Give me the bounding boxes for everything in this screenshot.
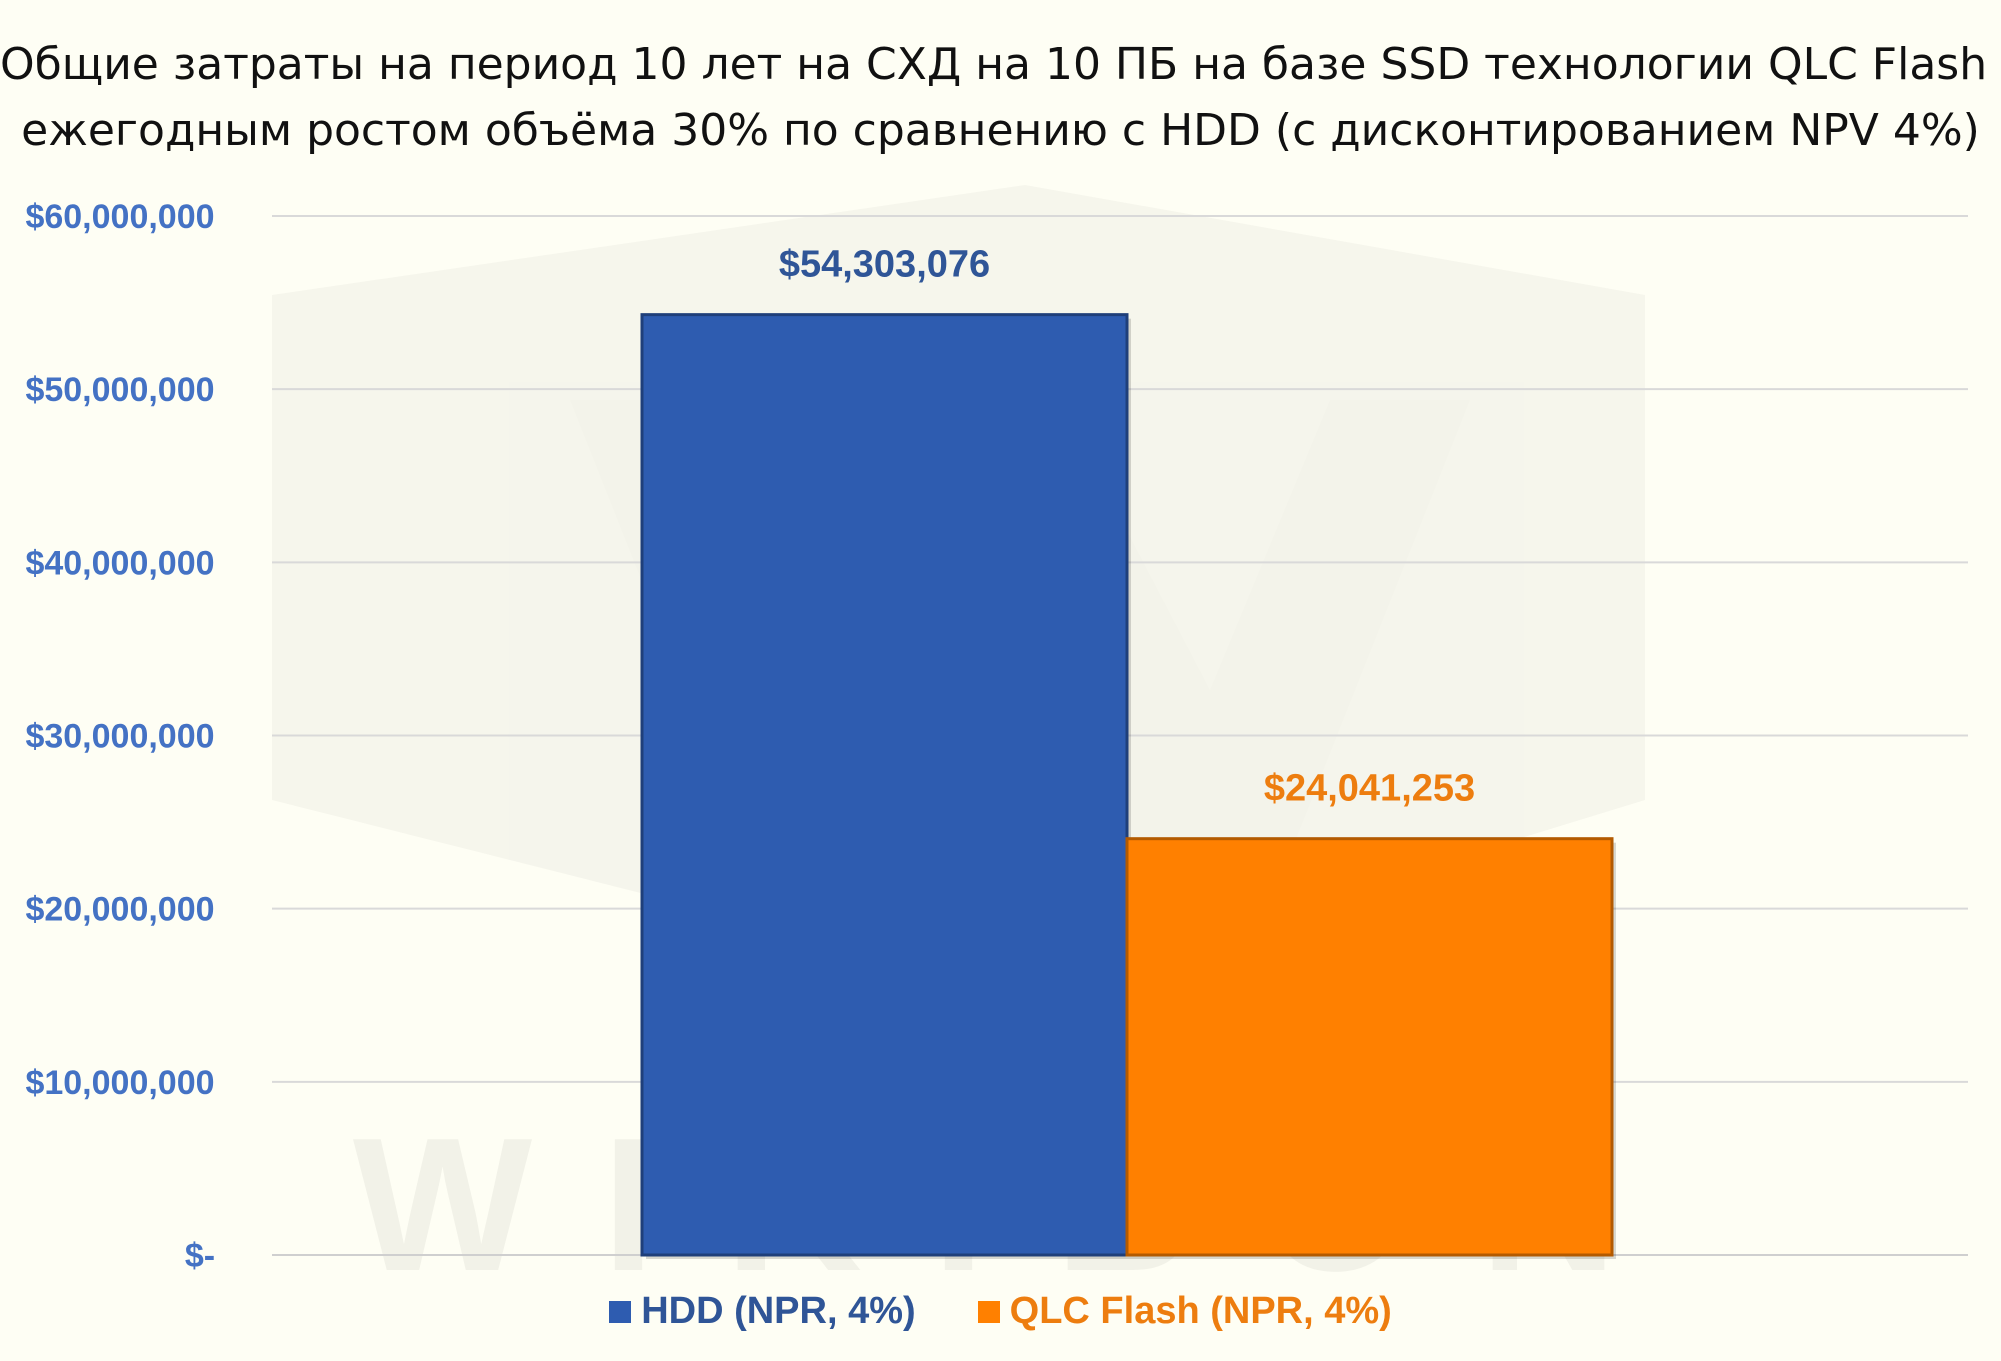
legend-swatch-hdd <box>609 1300 632 1323</box>
y-tick-label: $60,000,000 <box>25 198 214 236</box>
bar-qlc-flash <box>1125 837 1614 1257</box>
legend-item-hdd: HDD (NPR, 4%) <box>609 1290 916 1333</box>
legend-label-qlc-flash: QLC Flash (NPR, 4%) <box>1009 1290 1392 1332</box>
bars <box>640 313 1616 1259</box>
chart-title: Общие затраты на период 10 лет на СХД на… <box>0 32 2001 164</box>
y-tick-label: $20,000,000 <box>25 891 214 929</box>
y-tick-label: $10,000,000 <box>25 1064 214 1102</box>
legend-swatch-qlc-flash <box>977 1300 1000 1323</box>
y-tick-label: $- <box>185 1237 215 1275</box>
data-label-hdd: $54,303,076 <box>779 244 990 286</box>
chart-title-line-2: ежегодным ростом объёма 30% по сравнению… <box>21 105 1980 156</box>
legend: HDD (NPR, 4%) QLC Flash (NPR, 4%) <box>0 1290 2001 1333</box>
y-tick-label: $50,000,000 <box>25 371 214 409</box>
y-tick-label: $30,000,000 <box>25 718 214 756</box>
legend-item-qlc-flash: QLC Flash (NPR, 4%) <box>977 1290 1392 1333</box>
bar-hdd <box>640 313 1129 1257</box>
y-tick-label: $40,000,000 <box>25 544 214 582</box>
data-labels: $54,303,076 $24,041,253 <box>779 244 1475 810</box>
chart-title-line-1: Общие затраты на период 10 лет на СХД на… <box>0 39 2001 90</box>
data-label-qlc-flash: $24,041,253 <box>1264 768 1475 810</box>
legend-label-hdd: HDD (NPR, 4%) <box>641 1290 916 1332</box>
y-axis: $- $10,000,000 $20,000,000 $30,000,000 $40,0… <box>25 198 215 1275</box>
